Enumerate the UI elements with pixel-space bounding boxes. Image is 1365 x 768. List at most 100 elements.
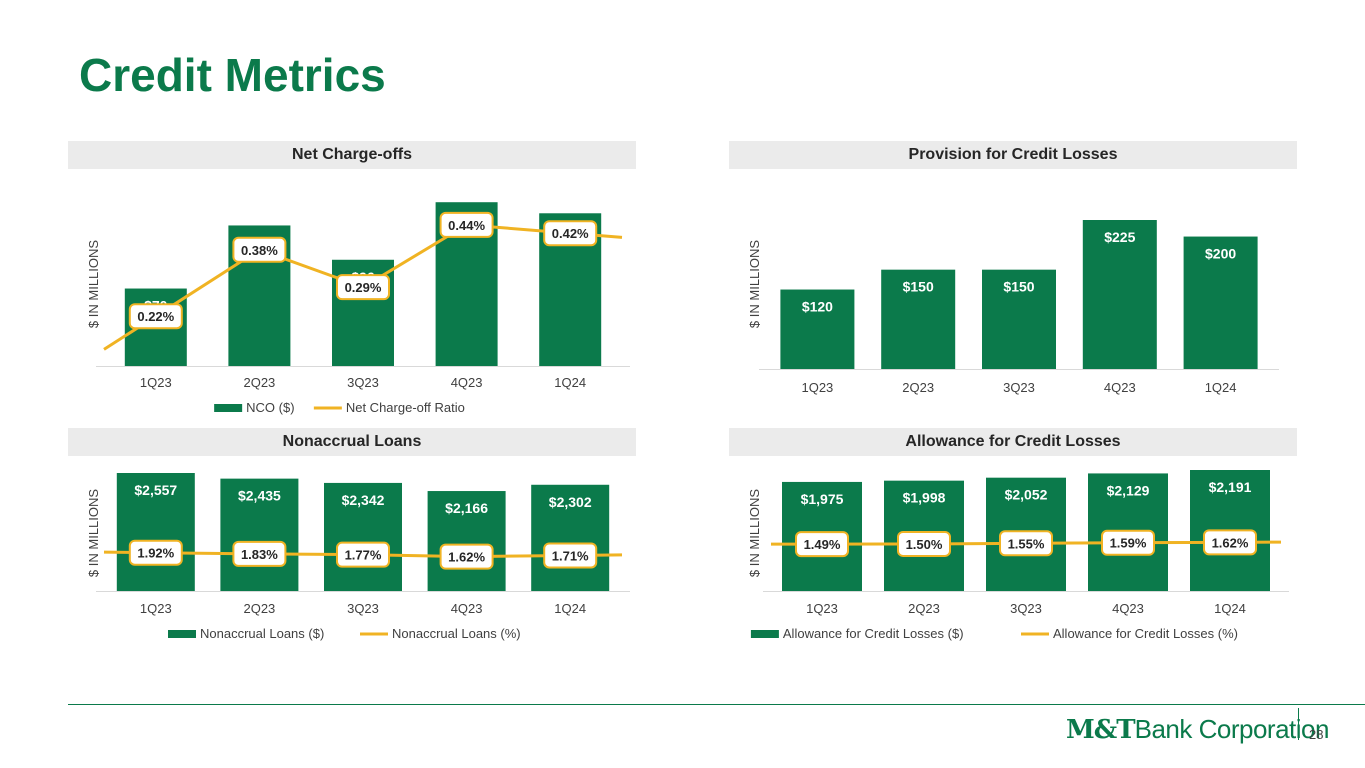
x-tick-label: 3Q23: [347, 601, 379, 616]
allowance-chart: $ IN MILLIONS $1,975 $1,998 $2,052 $2,129 $2,…: [747, 470, 1289, 641]
bar-value-label: $225: [1104, 229, 1135, 245]
nco-chart: $ IN MILLIONS$70$127$96$148$1380.22%0.38…: [86, 202, 630, 415]
x-tick-label: 1Q24: [1214, 601, 1246, 616]
bar-value-label: $1,998: [903, 490, 946, 506]
ratio-label: 1.50%: [906, 537, 943, 552]
ratio-label-box: [1203, 529, 1257, 556]
ratio-label-box: [897, 530, 951, 557]
page-number: 28: [1309, 727, 1324, 742]
x-tick-label: 1Q24: [554, 601, 586, 616]
nonaccrual-panel-title: Nonaccrual Loans: [68, 428, 636, 456]
ratio-label: 0.38%: [241, 243, 278, 258]
page-title: Credit Metrics: [79, 49, 386, 101]
ratio-label: 1.83%: [241, 547, 278, 562]
provision-chart: $ IN MILLIONS $120 $150 $150 $225 $200 1Q23 2Q2…: [747, 220, 1279, 395]
x-tick-label: 4Q23: [1112, 601, 1144, 616]
bar-value-label: $200: [1205, 246, 1236, 262]
bar: [780, 289, 855, 369]
ratio-label: 1.49%: [804, 537, 841, 552]
legend: Nonaccrual Loans ($) Nonaccrual Loans (%): [168, 626, 521, 641]
provision-panel-title: Provision for Credit Losses: [729, 141, 1297, 169]
bar-value-label: $150: [1003, 279, 1034, 295]
y-axis-label: $ IN MILLIONS: [86, 240, 101, 328]
bar: [1082, 220, 1157, 369]
ratio-label: 1.92%: [137, 546, 174, 561]
logo-mark: M&T: [1066, 715, 1136, 745]
x-tick-label: 4Q23: [1104, 380, 1136, 395]
logo-wordmark: Bank Corporation: [1134, 714, 1330, 744]
ratio-label-box: [543, 542, 598, 569]
x-tick-label: 1Q23: [806, 601, 838, 616]
ratio-label: 1.62%: [448, 550, 485, 565]
footer-divider: [68, 704, 1365, 705]
ratio-label-box: [439, 211, 494, 238]
x-tick-label: 2Q23: [908, 601, 940, 616]
x-tick-label: 2Q23: [902, 380, 934, 395]
x-tick-label: 3Q23: [347, 375, 379, 390]
bar-value-label: $2,052: [1005, 487, 1048, 503]
legend-label: Allowance for Credit Losses (%): [1053, 626, 1238, 641]
bar-value-label: $2,129: [1107, 482, 1150, 498]
bar: [531, 484, 610, 591]
bar-value-label: $2,342: [342, 492, 385, 508]
legend: NCO ($) Net Charge-off Ratio: [214, 400, 465, 415]
bar-value-label: $1,975: [801, 491, 844, 507]
ratio-label-box: [336, 274, 390, 301]
logo-separator: [1298, 708, 1299, 740]
bar: [220, 478, 299, 591]
ratio-label: 0.29%: [345, 280, 382, 295]
ratio-label-box: [795, 531, 849, 558]
legend: Allowance for Credit Losses ($) Allowance…: [750, 626, 1238, 641]
bar: [881, 269, 956, 369]
x-tick-label: 1Q23: [140, 375, 172, 390]
x-tick-label: 3Q23: [1010, 601, 1042, 616]
ratio-label-box: [1101, 529, 1155, 556]
legend-label: Net Charge-off Ratio: [346, 400, 465, 415]
ratio-label-box: [128, 303, 183, 330]
nonaccrual-chart: $ IN MILLIONS $2,557 $2,435 $2,342 $2,166 $2,…: [86, 473, 630, 641]
bar-value-label: $2,302: [549, 494, 592, 510]
ratio-label: 1.71%: [552, 548, 589, 563]
bar-value-label: $2,191: [1209, 479, 1252, 495]
bar-value-label: $2,435: [238, 488, 281, 504]
legend-label: Allowance for Credit Losses ($): [783, 626, 964, 641]
x-tick-label: 1Q23: [140, 601, 172, 616]
ratio-label: 1.59%: [1110, 536, 1147, 551]
ratio-label: 1.62%: [1212, 535, 1249, 550]
nco-panel-title: Net Charge-offs: [68, 141, 636, 169]
ratio-label-box: [439, 543, 494, 570]
legend-swatch-bar: [750, 630, 779, 638]
ratio-label: 0.44%: [448, 218, 485, 233]
ratio-label: 0.42%: [552, 226, 589, 241]
legend-label: NCO ($): [246, 400, 294, 415]
x-tick-label: 1Q24: [1205, 380, 1237, 395]
y-axis-label: $ IN MILLIONS: [747, 489, 762, 577]
legend-label: Nonaccrual Loans (%): [392, 626, 521, 641]
bar: [427, 491, 506, 591]
company-logo: M&TBank Corporation: [1066, 714, 1329, 745]
bar: [116, 473, 195, 591]
ratio-label-box: [336, 541, 390, 568]
ratio-label-box: [232, 540, 287, 567]
x-tick-label: 2Q23: [243, 601, 275, 616]
ratio-label-box: [543, 220, 598, 247]
bar: [982, 269, 1056, 369]
bar-value-label: $2,166: [445, 500, 488, 516]
bar: [1183, 236, 1258, 369]
x-tick-label: 3Q23: [1003, 380, 1035, 395]
bar-value-label: $2,557: [134, 482, 177, 498]
x-tick-label: 2Q23: [243, 375, 275, 390]
x-tick-label: 4Q23: [451, 601, 483, 616]
y-axis-label: $ IN MILLIONS: [747, 240, 762, 328]
x-tick-label: 4Q23: [451, 375, 483, 390]
legend-swatch-bar: [214, 404, 243, 412]
legend-label: Nonaccrual Loans ($): [200, 626, 324, 641]
ratio-label-box: [232, 236, 287, 263]
ratio-label: 0.22%: [137, 309, 174, 324]
bar-value-label: $150: [903, 279, 934, 295]
ratio-label: 1.77%: [345, 548, 382, 563]
ratio-label-box: [999, 530, 1053, 557]
bar-value-label: $120: [802, 299, 833, 315]
ratio-label: 1.55%: [1008, 536, 1045, 551]
ratio-label-box: [128, 539, 183, 566]
